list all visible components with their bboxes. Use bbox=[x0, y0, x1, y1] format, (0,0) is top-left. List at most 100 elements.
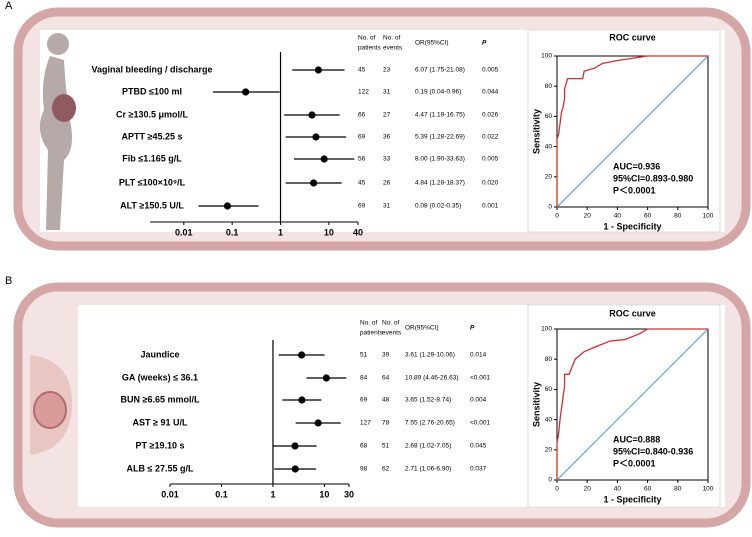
events: 36 bbox=[383, 134, 391, 141]
y-tick-label: 80 bbox=[545, 83, 553, 90]
x-tick-label: 100 bbox=[703, 213, 714, 220]
patients: 69 bbox=[358, 134, 366, 141]
events: 39 bbox=[382, 352, 390, 359]
y-tick-label: 100 bbox=[541, 53, 552, 60]
plot-frame bbox=[556, 328, 709, 481]
roc-card bbox=[527, 304, 721, 508]
patients: 69 bbox=[360, 397, 368, 404]
roc-card bbox=[527, 29, 721, 233]
or-point bbox=[312, 133, 320, 141]
or-ci: 0.08 (0.02-0.35) bbox=[415, 203, 461, 210]
events: 33 bbox=[383, 156, 391, 163]
p-value: 0.001 bbox=[482, 203, 499, 210]
x-tick-label: 0 bbox=[555, 213, 559, 220]
or-point bbox=[310, 179, 318, 187]
column-header: No. of bbox=[360, 320, 378, 327]
plot-frame bbox=[556, 55, 709, 208]
or-point bbox=[291, 442, 299, 450]
or-point bbox=[308, 111, 316, 119]
annotation: P＜0.0001 bbox=[613, 458, 656, 468]
or-point bbox=[298, 396, 306, 404]
row-label: ALT ≥150.5 U/L bbox=[120, 200, 184, 210]
x-tick-label: 80 bbox=[674, 213, 682, 220]
patients: 68 bbox=[360, 443, 368, 450]
row-label: Fib ≤1.165 g/L bbox=[122, 153, 182, 163]
column-header: P bbox=[482, 40, 487, 47]
annotation: AUC=0.888 bbox=[613, 434, 660, 444]
row-label: PLT ≤100×10⁹/L bbox=[119, 177, 186, 187]
column-header: OR(95%CI) bbox=[405, 325, 439, 332]
x-tick-label: 1 bbox=[278, 227, 283, 237]
row-label: Jaundice bbox=[140, 349, 179, 359]
x-tick-label: 20 bbox=[584, 486, 592, 493]
roc-line bbox=[556, 328, 709, 481]
y-tick-label: 20 bbox=[545, 447, 553, 454]
patients: 98 bbox=[360, 466, 368, 473]
fetus-illustration bbox=[30, 355, 73, 455]
row-label: ALB ≤ 27.55 g/L bbox=[127, 463, 194, 473]
y-tick-label: 0 bbox=[548, 204, 552, 211]
patients: 56 bbox=[358, 156, 366, 163]
p-value: <0.001 bbox=[470, 420, 490, 427]
or-point bbox=[314, 419, 322, 427]
p-value: <0.001 bbox=[470, 375, 490, 382]
or-ci: 2.71 (1.06-6.90) bbox=[405, 466, 451, 473]
or-ci: 4.84 (1.28-18.37) bbox=[415, 180, 465, 187]
annotation: P＜0.0001 bbox=[613, 185, 656, 195]
events: 51 bbox=[382, 443, 390, 450]
column-header: No. of bbox=[382, 320, 400, 327]
p-value: 0.005 bbox=[482, 156, 499, 163]
roc-line bbox=[556, 55, 708, 207]
roc-line bbox=[556, 328, 708, 480]
events: 31 bbox=[383, 89, 391, 96]
row-label: AST ≥ 91 U/L bbox=[133, 417, 188, 427]
x-tick-label: 0 bbox=[555, 486, 559, 493]
column-header: events bbox=[382, 330, 402, 337]
patients: 66 bbox=[358, 112, 366, 119]
events: 78 bbox=[382, 420, 390, 427]
column-header: No. of bbox=[358, 35, 376, 42]
x-axis-label: 1 - Specificity bbox=[603, 221, 661, 231]
x-tick-label: 10 bbox=[319, 489, 329, 499]
panel-label: B bbox=[5, 275, 12, 287]
panel-label: A bbox=[5, 0, 13, 12]
x-tick-label: 10 bbox=[324, 227, 334, 237]
or-ci: 8.00 (1.90-33.63) bbox=[415, 156, 465, 163]
annotation: AUC=0.936 bbox=[613, 161, 660, 171]
chart-title: ROC curve bbox=[609, 32, 656, 42]
events: 64 bbox=[382, 375, 390, 382]
or-ci: 3.65 (1.52-8.74) bbox=[405, 397, 451, 404]
x-tick-label: 30 bbox=[344, 489, 354, 499]
patients: 127 bbox=[360, 420, 371, 427]
x-tick-label: 0.01 bbox=[161, 489, 179, 499]
column-header: P bbox=[470, 325, 475, 332]
x-tick-label: 40 bbox=[614, 486, 622, 493]
y-tick-label: 0 bbox=[548, 477, 552, 484]
column-header: events bbox=[383, 45, 403, 52]
x-axis-label: 1 - Specificity bbox=[603, 494, 661, 504]
row-label: APTT ≥45.25 s bbox=[122, 131, 183, 141]
or-point bbox=[242, 88, 250, 96]
row-label: BUN ≥6.65 mmol/L bbox=[121, 394, 200, 404]
y-tick-label: 40 bbox=[545, 416, 553, 423]
p-value: 0.045 bbox=[470, 443, 487, 450]
p-value: 0.005 bbox=[482, 67, 499, 74]
x-tick-label: 0.1 bbox=[226, 227, 239, 237]
y-axis-label: Sensitivity bbox=[531, 109, 541, 154]
or-ci: 10.89 (4.46-26.63) bbox=[405, 375, 458, 382]
or-point bbox=[322, 374, 330, 382]
patients: 51 bbox=[360, 352, 368, 359]
p-value: 0.026 bbox=[482, 112, 499, 119]
p-value: 0.037 bbox=[470, 466, 487, 473]
events: 31 bbox=[383, 203, 391, 210]
or-point bbox=[298, 351, 306, 359]
y-tick-label: 60 bbox=[545, 113, 553, 120]
p-value: 0.004 bbox=[470, 397, 487, 404]
roc-line bbox=[556, 55, 709, 208]
patients: 45 bbox=[358, 180, 366, 187]
p-value: 0.044 bbox=[482, 89, 499, 96]
or-point bbox=[320, 155, 328, 163]
row-label: Vaginal bleeding / discharge bbox=[91, 64, 212, 74]
row-label: PT ≥19.10 s bbox=[136, 440, 185, 450]
